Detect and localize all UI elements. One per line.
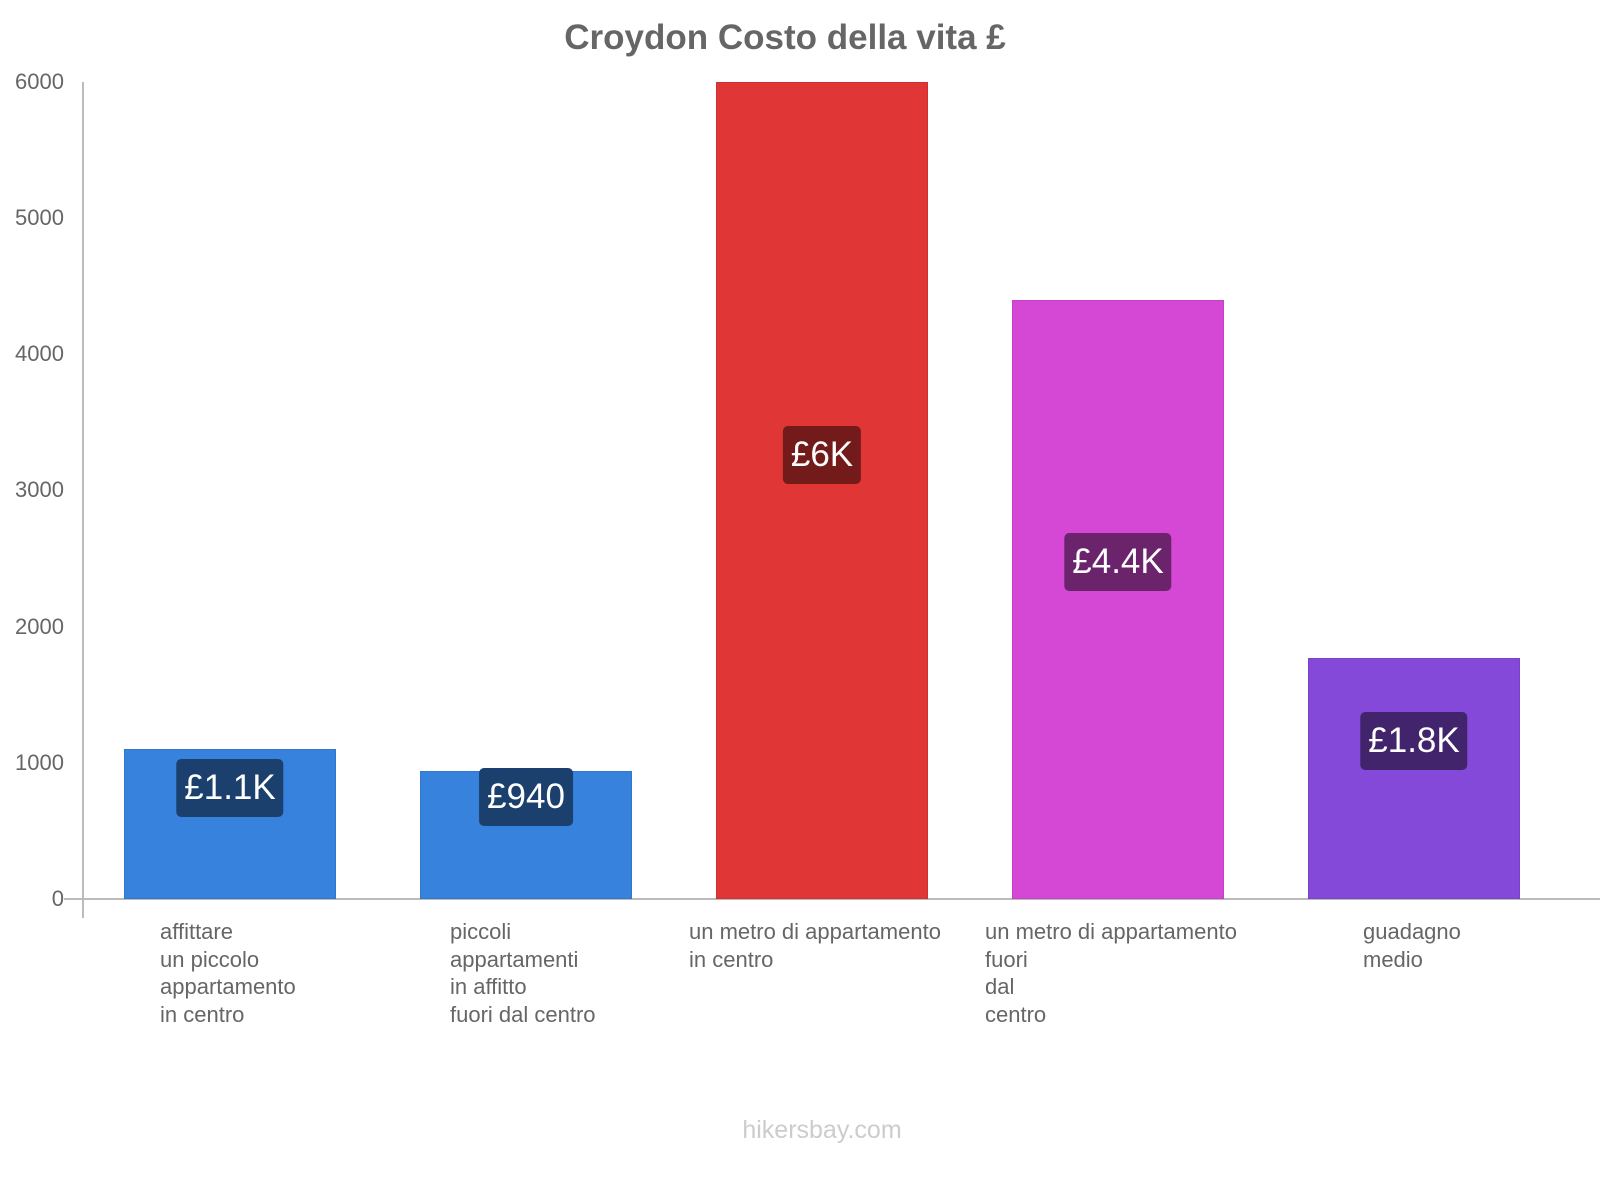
y-tick-label: 5000 — [15, 205, 64, 230]
y-tick-label: 0 — [51, 886, 64, 911]
x-category-label: piccoli appartamenti in affitto fuori da… — [450, 919, 596, 1027]
y-axis-line — [82, 82, 84, 918]
watermark-footer: hikersbay.com — [742, 1116, 902, 1144]
x-category-label: un metro di appartamento fuori dal centr… — [985, 919, 1237, 1027]
y-tick-label: 1000 — [15, 750, 64, 775]
bar-value-label: £6K — [782, 426, 862, 484]
bar — [1012, 299, 1224, 899]
x-axis-line — [64, 898, 1600, 900]
y-tick-label: 2000 — [15, 614, 64, 639]
bar-value-label: £940 — [479, 768, 573, 826]
y-tick-label: 3000 — [15, 477, 64, 502]
y-tick-label: 4000 — [15, 341, 64, 366]
x-category-label: affittare un piccolo appartamento in cen… — [160, 919, 296, 1027]
bar-value-label: £4.4K — [1064, 533, 1172, 591]
x-category-label: guadagno medio — [1363, 919, 1461, 972]
bar-value-label: £1.1K — [176, 759, 284, 817]
bar-value-label: £1.8K — [1360, 712, 1468, 770]
bar — [1308, 657, 1520, 899]
bar — [716, 82, 928, 899]
x-category-label: un metro di appartamento in centro — [689, 919, 941, 972]
chart-title: Croydon Costo della vita £ — [564, 18, 1006, 57]
y-tick-label: 6000 — [15, 69, 64, 94]
